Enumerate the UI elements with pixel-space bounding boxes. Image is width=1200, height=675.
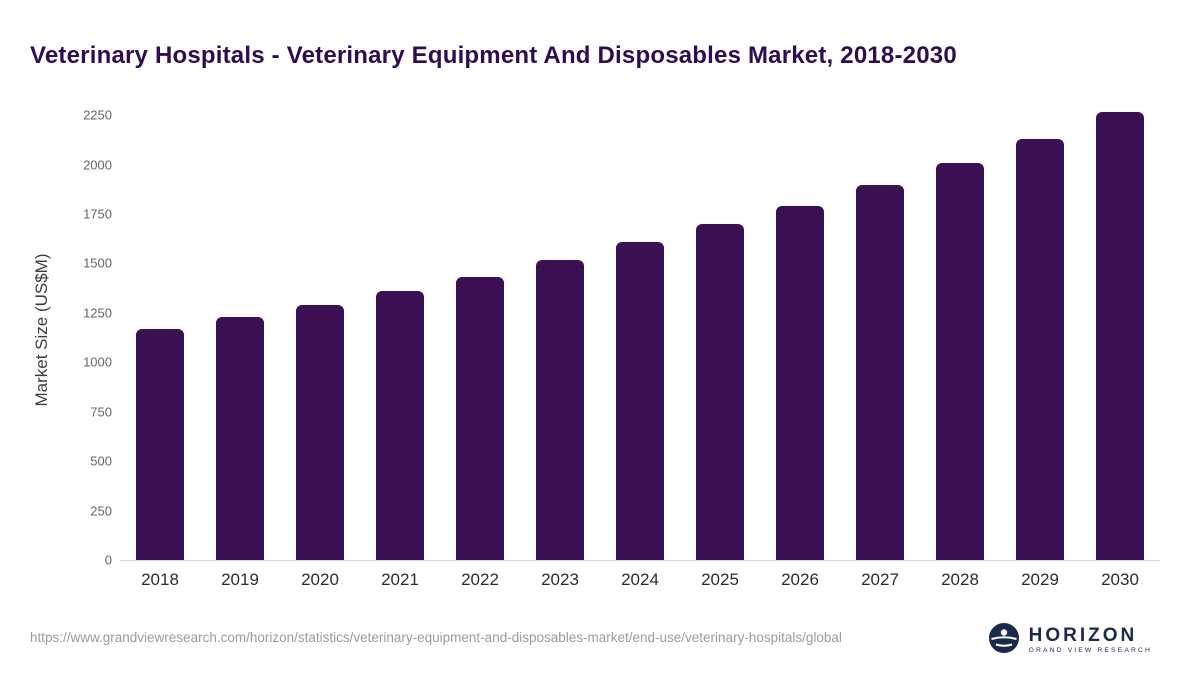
bar-slot [120, 100, 200, 560]
bar-slot [360, 100, 440, 560]
x-tick-2023: 2023 [541, 570, 579, 589]
y-tick-1500: 1500 [83, 255, 112, 271]
horizon-logo-icon [988, 622, 1020, 659]
bar-slot [280, 100, 360, 560]
bar-slot [1080, 100, 1160, 560]
bar-slot [920, 100, 1000, 560]
bar-2026 [776, 206, 824, 560]
y-tick-0: 0 [104, 552, 112, 568]
bar-slot [760, 100, 840, 560]
y-tick-500: 500 [90, 453, 112, 469]
x-axis-ticks: 2018 2019 2020 2021 2022 2023 2024 2025 2026 2027… [120, 570, 1160, 590]
x-tick-2026: 2026 [781, 570, 819, 589]
y-tick-2250: 2250 [83, 107, 112, 123]
logo-subtitle: GRAND VIEW RESEARCH [1028, 647, 1152, 655]
y-tick-1750: 1750 [83, 206, 112, 222]
bar-2023 [536, 259, 584, 560]
x-tick-2024: 2024 [621, 570, 659, 589]
bar-2018 [136, 328, 184, 560]
y-tick-2000: 2000 [83, 157, 112, 173]
x-tick-2020: 2020 [301, 570, 339, 589]
bar-2027 [856, 184, 904, 560]
x-tick-2019: 2019 [221, 570, 259, 589]
bar-2021 [376, 291, 424, 560]
y-tick-1000: 1000 [83, 354, 112, 370]
bar-slot [680, 100, 760, 560]
logo-brand: HORIZON [1028, 625, 1138, 647]
x-tick-2027: 2027 [861, 570, 899, 589]
bar-slot [600, 100, 680, 560]
y-tick-750: 750 [90, 404, 112, 420]
horizon-logo: HORIZON GRAND VIEW RESEARCH [988, 622, 1152, 659]
x-tick-2022: 2022 [461, 570, 499, 589]
x-tick-2021: 2021 [381, 570, 419, 589]
y-tick-250: 250 [90, 503, 112, 519]
bar-slot [840, 100, 920, 560]
bar-slot [440, 100, 520, 560]
x-tick-2030: 2030 [1101, 570, 1139, 589]
x-tick-2029: 2029 [1021, 570, 1059, 589]
bar-2029 [1016, 138, 1064, 560]
bar-2020 [296, 304, 344, 560]
bars [120, 100, 1160, 560]
source-url: https://www.grandviewresearch.com/horizo… [30, 630, 842, 645]
bar-slot [1000, 100, 1080, 560]
bar-2028 [936, 163, 984, 560]
horizon-logo-text: HORIZON GRAND VIEW RESEARCH [1029, 626, 1152, 655]
bar-2022 [456, 276, 504, 560]
y-tick-1250: 1250 [83, 305, 112, 321]
bar-slot [520, 100, 600, 560]
chart-title: Veterinary Hospitals - Veterinary Equipm… [30, 42, 957, 70]
bar-2030 [1096, 112, 1144, 560]
x-tick-2018: 2018 [141, 570, 179, 589]
x-tick-2028: 2028 [941, 570, 979, 589]
bar-2024 [616, 242, 664, 560]
bar-2025 [696, 224, 744, 560]
bar-slot [200, 100, 280, 560]
y-axis-ticks: 0 250 500 750 1000 1250 1500 1750 2000 2250 [0, 100, 112, 568]
x-tick-2025: 2025 [701, 570, 739, 589]
plot-area [120, 100, 1160, 561]
bar-2019 [216, 317, 264, 560]
